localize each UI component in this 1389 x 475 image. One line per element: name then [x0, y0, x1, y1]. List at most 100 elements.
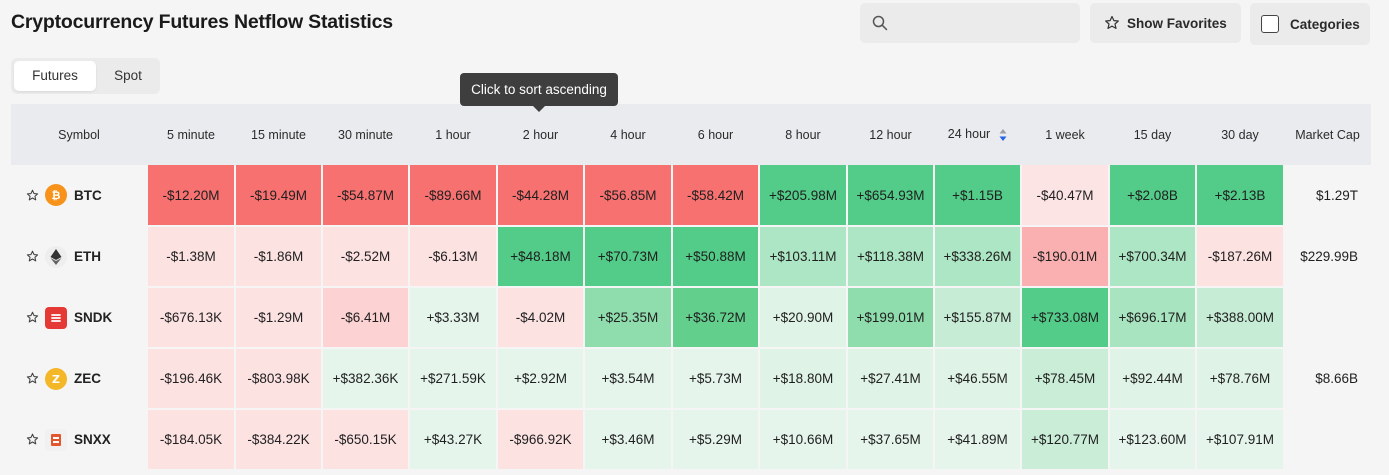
- netflow-cell: +$46.55M: [934, 348, 1022, 410]
- netflow-cell: -$40.47M: [1021, 165, 1110, 227]
- market-cap-cell: $229.99B: [1284, 226, 1371, 288]
- symbol-ticker[interactable]: ETH: [74, 249, 101, 264]
- market-cap-cell: $1.29T: [1284, 165, 1371, 227]
- netflow-cell: +$1.15B: [934, 165, 1022, 227]
- symbol-cell: ETH: [11, 226, 148, 288]
- netflow-cell: -$4.02M: [497, 287, 585, 349]
- netflow-cell: +$2.92M: [497, 348, 585, 410]
- show-favorites-label: Show Favorites: [1127, 15, 1227, 31]
- categories-label: Categories: [1290, 16, 1360, 32]
- netflow-cell: -$2.52M: [322, 226, 410, 288]
- col-header-2h[interactable]: 2 hour: [522, 127, 559, 142]
- col-header-market-cap[interactable]: Market Cap: [1295, 127, 1360, 142]
- netflow-cell: +$2.13B: [1196, 165, 1285, 227]
- netflow-cell: -$1.38M: [147, 226, 236, 288]
- symbol-cell: SNDK: [11, 287, 148, 349]
- market-cap-cell: [1284, 409, 1371, 471]
- col-header-1h[interactable]: 1 hour: [435, 127, 471, 142]
- table-row[interactable]: SNXX -$184.05K -$384.22K -$650.15K +$43.27K -…: [11, 409, 1371, 471]
- col-header-4h[interactable]: 4 hour: [610, 127, 646, 142]
- netflow-cell: -$56.85M: [584, 165, 673, 227]
- table-row[interactable]: ₿ BTC -$12.20M -$19.49M -$54.87M -$89.66M -$44…: [11, 165, 1371, 227]
- symbol-cell: Z ZEC: [11, 348, 148, 410]
- tab-futures[interactable]: Futures: [14, 61, 96, 91]
- netflow-cell: -$12.20M: [147, 165, 236, 227]
- netflow-cell: +$700.34M: [1109, 226, 1197, 288]
- netflow-cell: +$3.54M: [584, 348, 673, 410]
- col-header-24h[interactable]: 24 hour: [934, 104, 1021, 165]
- tab-spot[interactable]: Spot: [114, 68, 142, 83]
- netflow-cell: +$92.44M: [1109, 348, 1197, 410]
- netflow-cell: -$6.41M: [322, 287, 410, 349]
- netflow-table-container: Symbol 5 minute 15 minute 30 minute 1 ho…: [11, 104, 1371, 475]
- netflow-cell: +$120.77M: [1021, 409, 1110, 471]
- netflow-cell: -$650.15K: [322, 409, 410, 471]
- netflow-cell: +$696.17M: [1109, 287, 1197, 349]
- col-header-30m[interactable]: 30 minute: [338, 127, 393, 142]
- table-row[interactable]: ETH -$1.38M -$1.86M -$2.52M -$6.13M +$48.18M +…: [11, 226, 1371, 288]
- netflow-cell: +$199.01M: [847, 287, 935, 349]
- netflow-cell: +$107.91M: [1196, 409, 1285, 471]
- col-header-6h[interactable]: 6 hour: [697, 127, 734, 142]
- symbol-ticker[interactable]: SNDK: [74, 310, 113, 325]
- symbol-cell: ₿ BTC: [11, 165, 148, 227]
- col-header-8h[interactable]: 8 hour: [785, 127, 821, 142]
- zcash-icon: Z: [45, 367, 74, 390]
- favorite-star-icon[interactable]: [26, 250, 39, 263]
- netflow-cell: +$3.46M: [584, 409, 673, 471]
- table-row[interactable]: SNDK -$676.13K -$1.29M -$6.41M +$3.33M -$4.02…: [11, 287, 1371, 349]
- netflow-cell: +$382.36K: [322, 348, 410, 410]
- categories-button[interactable]: Categories: [1250, 3, 1370, 45]
- col-header-1w[interactable]: 1 week: [1045, 127, 1085, 142]
- symbol-ticker[interactable]: SNXX: [74, 432, 111, 447]
- netflow-cell: +$78.76M: [1196, 348, 1285, 410]
- table-row[interactable]: Z ZEC -$196.46K -$803.98K +$382.36K +$271.59K…: [11, 348, 1371, 410]
- netflow-table: Symbol 5 minute 15 minute 30 minute 1 ho…: [11, 104, 1371, 471]
- netflow-cell: +$118.38M: [847, 226, 935, 288]
- netflow-cell: +$43.27K: [409, 409, 498, 471]
- netflow-cell: +$10.66M: [759, 409, 848, 471]
- netflow-cell: +$155.87M: [934, 287, 1022, 349]
- netflow-cell: +$388.00M: [1196, 287, 1285, 349]
- netflow-cell: +$20.90M: [759, 287, 848, 349]
- col-header-30d[interactable]: 30 day: [1221, 127, 1259, 142]
- netflow-cell: -$54.87M: [322, 165, 410, 227]
- col-header-15d[interactable]: 15 day: [1133, 127, 1172, 142]
- col-header-5m[interactable]: 5 minute: [167, 127, 215, 142]
- netflow-cell: +$5.29M: [672, 409, 760, 471]
- search-input[interactable]: [896, 11, 1076, 37]
- snxx-icon: [45, 428, 74, 451]
- netflow-cell: +$271.59K: [409, 348, 498, 410]
- netflow-cell: +$70.73M: [584, 226, 673, 288]
- search-box[interactable]: [860, 3, 1080, 43]
- show-favorites-button[interactable]: Show Favorites: [1090, 3, 1241, 43]
- col-header-symbol[interactable]: Symbol: [58, 127, 100, 142]
- market-type-tabs: Futures Spot: [11, 58, 160, 94]
- ethereum-icon: [45, 245, 74, 268]
- page-title: Cryptocurrency Futures Netflow Statistic…: [11, 11, 393, 33]
- netflow-cell: -$966.92K: [497, 409, 585, 471]
- netflow-cell: -$184.05K: [147, 409, 236, 471]
- symbol-ticker[interactable]: ZEC: [74, 371, 101, 386]
- categories-checkbox[interactable]: [1261, 15, 1279, 33]
- sndk-icon: [45, 306, 74, 329]
- netflow-cell: -$6.13M: [409, 226, 498, 288]
- netflow-cell: +$25.35M: [584, 287, 673, 349]
- netflow-cell: -$89.66M: [409, 165, 498, 227]
- favorite-star-icon[interactable]: [26, 189, 39, 202]
- netflow-cell: +$205.98M: [759, 165, 848, 227]
- symbol-cell: SNXX: [11, 409, 148, 471]
- netflow-cell: +$338.26M: [934, 226, 1022, 288]
- netflow-cell: +$36.72M: [672, 287, 760, 349]
- col-header-12h[interactable]: 12 hour: [869, 127, 912, 142]
- netflow-cell: -$187.26M: [1196, 226, 1285, 288]
- netflow-cell: +$27.41M: [847, 348, 935, 410]
- symbol-ticker[interactable]: BTC: [74, 187, 102, 203]
- favorite-star-icon[interactable]: [26, 311, 39, 324]
- sort-descending-icon[interactable]: [999, 128, 1007, 142]
- svg-text:₿: ₿: [52, 189, 61, 202]
- favorite-star-icon[interactable]: [26, 372, 39, 385]
- netflow-cell: +$78.45M: [1021, 348, 1110, 410]
- favorite-star-icon[interactable]: [26, 433, 39, 446]
- col-header-15m[interactable]: 15 minute: [251, 127, 306, 142]
